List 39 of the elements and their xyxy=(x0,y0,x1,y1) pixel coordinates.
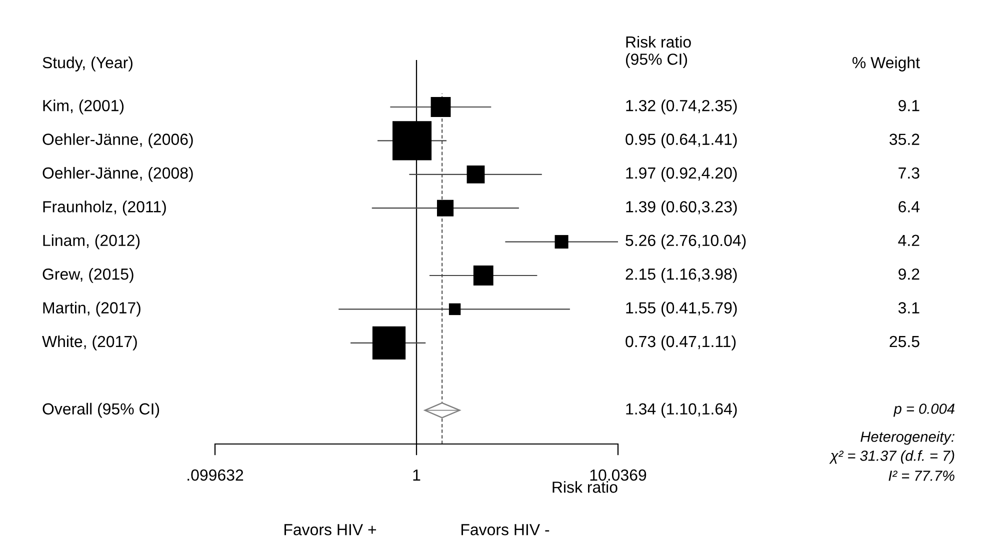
y-tick-label: Oehler-Jänne, (2008) xyxy=(42,166,193,182)
text: 1.97 (0.92,4.20) xyxy=(626,166,737,182)
text: 9.2 xyxy=(898,268,920,280)
text: 1.32 (0.74,2.35) xyxy=(626,100,737,114)
y-tick-label: Oehler-Jänne, (2006) xyxy=(42,133,193,148)
y-tick-label: Overall (95% CI) xyxy=(42,402,160,418)
x-tick-label: 10.0369 xyxy=(590,469,646,481)
y-tick-label: Linam, (2012) xyxy=(43,234,140,250)
text: 9.1 xyxy=(898,100,920,112)
y-tick-label: Fraunholz, (2011) xyxy=(43,200,166,216)
text: % Weight xyxy=(852,56,920,72)
x-tick-label: .099632 xyxy=(188,469,244,481)
x-tick-label: 1 xyxy=(413,470,420,481)
text: χ² = 31.37 (d.f. = 7) xyxy=(829,450,954,464)
text: 1.55 (0.41,5.79) xyxy=(626,302,737,317)
y-tick-label: Grew, (2015) xyxy=(42,268,134,283)
text: Favors HIV + xyxy=(284,524,376,536)
x-axis-title: Risk ratio xyxy=(552,481,618,493)
text: Study, (Year) xyxy=(42,56,132,72)
text: 4.2 xyxy=(898,234,920,246)
text: 2.15 (1.16,3.98) xyxy=(626,268,737,283)
y-tick-label: Martin, (2017) xyxy=(43,302,140,317)
text: 6.4 xyxy=(898,201,920,212)
text: p = 0.004 xyxy=(893,404,954,417)
text: Heterogeneity: xyxy=(860,431,954,445)
text: 1.39 (0.60,3.23) xyxy=(626,200,737,216)
y-tick-label: Kim, (2001) xyxy=(43,100,124,114)
text: 0.95 (0.64,1.41) xyxy=(626,133,737,148)
y-tick-label: White, (2017) xyxy=(42,335,137,350)
text: Risk ratio (95% CI) xyxy=(626,36,691,68)
text: 0.73 (0.47,1.11) xyxy=(626,335,736,350)
text: 35.2 xyxy=(890,134,920,145)
text: 3.1 xyxy=(898,302,920,314)
text: I² = 77.7% xyxy=(888,470,954,481)
text: 7.3 xyxy=(898,167,920,179)
text: 25.5 xyxy=(890,336,920,348)
text: 1.34 (1.10,1.64) xyxy=(626,402,737,418)
text: Favors HIV - xyxy=(461,524,550,536)
text: 5.26 (2.76,10.04) xyxy=(626,234,746,250)
